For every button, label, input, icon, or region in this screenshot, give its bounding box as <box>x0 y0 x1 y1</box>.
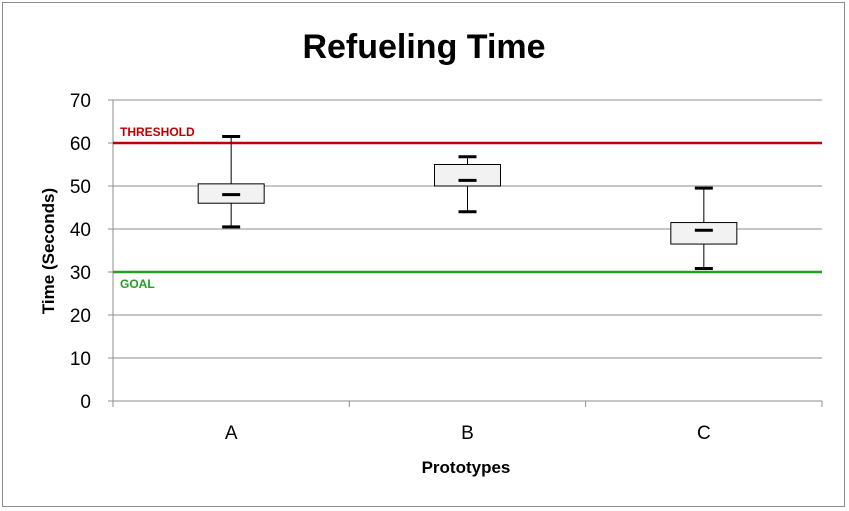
chart-title: Refueling Time <box>302 28 545 66</box>
box-B <box>434 155 501 214</box>
y-tick-label-60: 60 <box>70 134 91 155</box>
ref-label-goal: GOAL <box>120 277 155 291</box>
x-tick-label-C: C <box>697 423 711 444</box>
ref-label-threshold: THRESHOLD <box>120 125 195 139</box>
iqr-box-C <box>670 222 738 245</box>
y-tick-label-20: 20 <box>70 306 91 327</box>
iqr-box-B <box>434 164 501 187</box>
box-C <box>670 186 738 271</box>
grid-lines <box>108 99 823 407</box>
y-tick-label-40: 40 <box>70 220 91 241</box>
x-tick-label-A: A <box>225 423 238 444</box>
x-tick-label-B: B <box>461 423 474 444</box>
y-axis-label: Time (Seconds) <box>39 188 58 314</box>
y-tick-label-50: 50 <box>70 177 91 198</box>
y-tick-label-10: 10 <box>70 349 91 370</box>
x-axis-label: Prototypes <box>422 458 511 477</box>
box-A <box>197 135 265 229</box>
y-tick-label-0: 0 <box>80 392 91 413</box>
tick-labels: 0 10 20 30 40 50 60 70 A B C <box>70 91 711 444</box>
y-tick-label-70: 70 <box>70 91 91 112</box>
y-tick-label-30: 30 <box>70 263 91 284</box>
box-plots <box>197 135 738 271</box>
